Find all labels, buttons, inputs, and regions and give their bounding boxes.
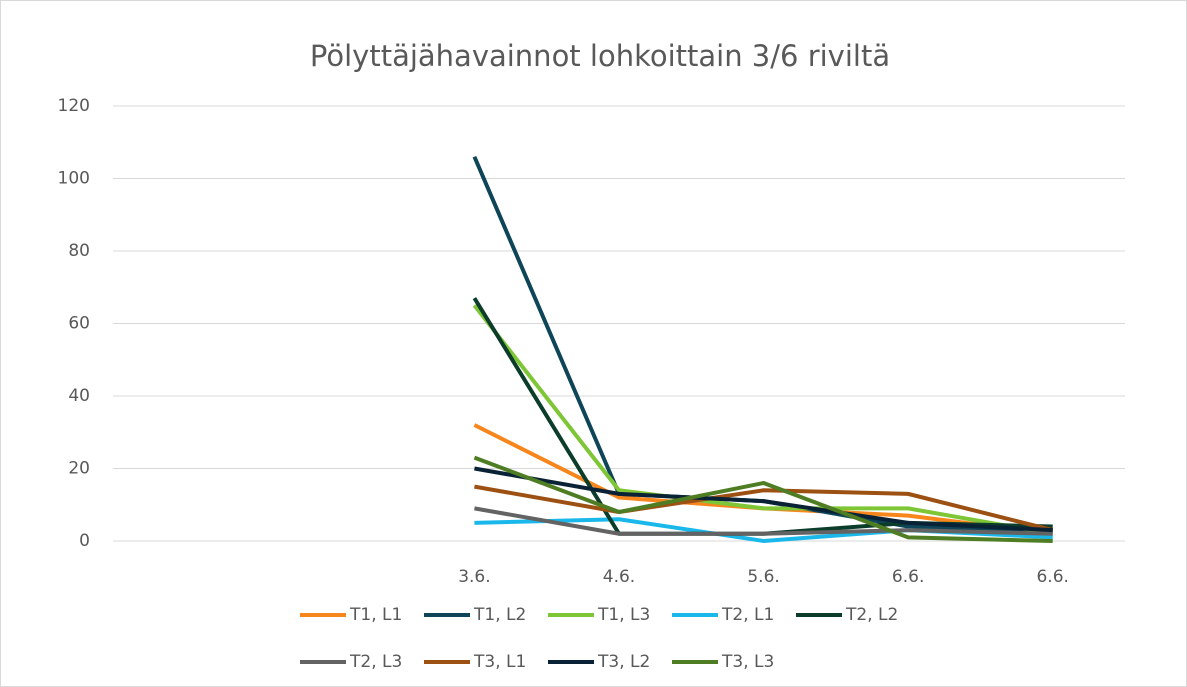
legend-label: T2, L3 — [349, 652, 402, 672]
x-tick-label: 4.6. — [603, 567, 635, 587]
series-line — [474, 484, 1054, 533]
x-tick-label: 3.6. — [458, 567, 490, 587]
legend-label: T2, L1 — [721, 605, 774, 625]
series-line — [474, 466, 1053, 533]
legend-label: T1, L3 — [597, 605, 650, 625]
legend-label: T1, L1 — [349, 605, 402, 625]
legend-label: T3, L1 — [473, 652, 526, 672]
x-tick-label: 6.6. — [892, 567, 924, 587]
series-line — [474, 506, 1053, 536]
y-tick-label: 0 — [79, 531, 90, 551]
legend-label: T2, L2 — [845, 605, 898, 625]
series-line — [473, 455, 1053, 543]
legend-label: T3, L2 — [597, 652, 650, 672]
series-line — [472, 304, 1054, 536]
x-tick-label: 6.6. — [1036, 567, 1068, 587]
y-tick-label: 20 — [68, 459, 90, 479]
y-tick-label: 120 — [58, 96, 90, 116]
legend-label: T1, L2 — [473, 605, 526, 625]
y-tick-label: 80 — [68, 241, 90, 261]
x-tick-label: 5.6. — [747, 567, 779, 587]
y-tick-label: 40 — [68, 386, 90, 406]
chart-title: Pölyttäjähavainnot lohkoittain 3/6 rivil… — [310, 39, 890, 73]
y-tick-label: 60 — [68, 314, 90, 334]
y-tick-label: 100 — [58, 169, 90, 189]
legend-label: T3, L3 — [721, 652, 774, 672]
